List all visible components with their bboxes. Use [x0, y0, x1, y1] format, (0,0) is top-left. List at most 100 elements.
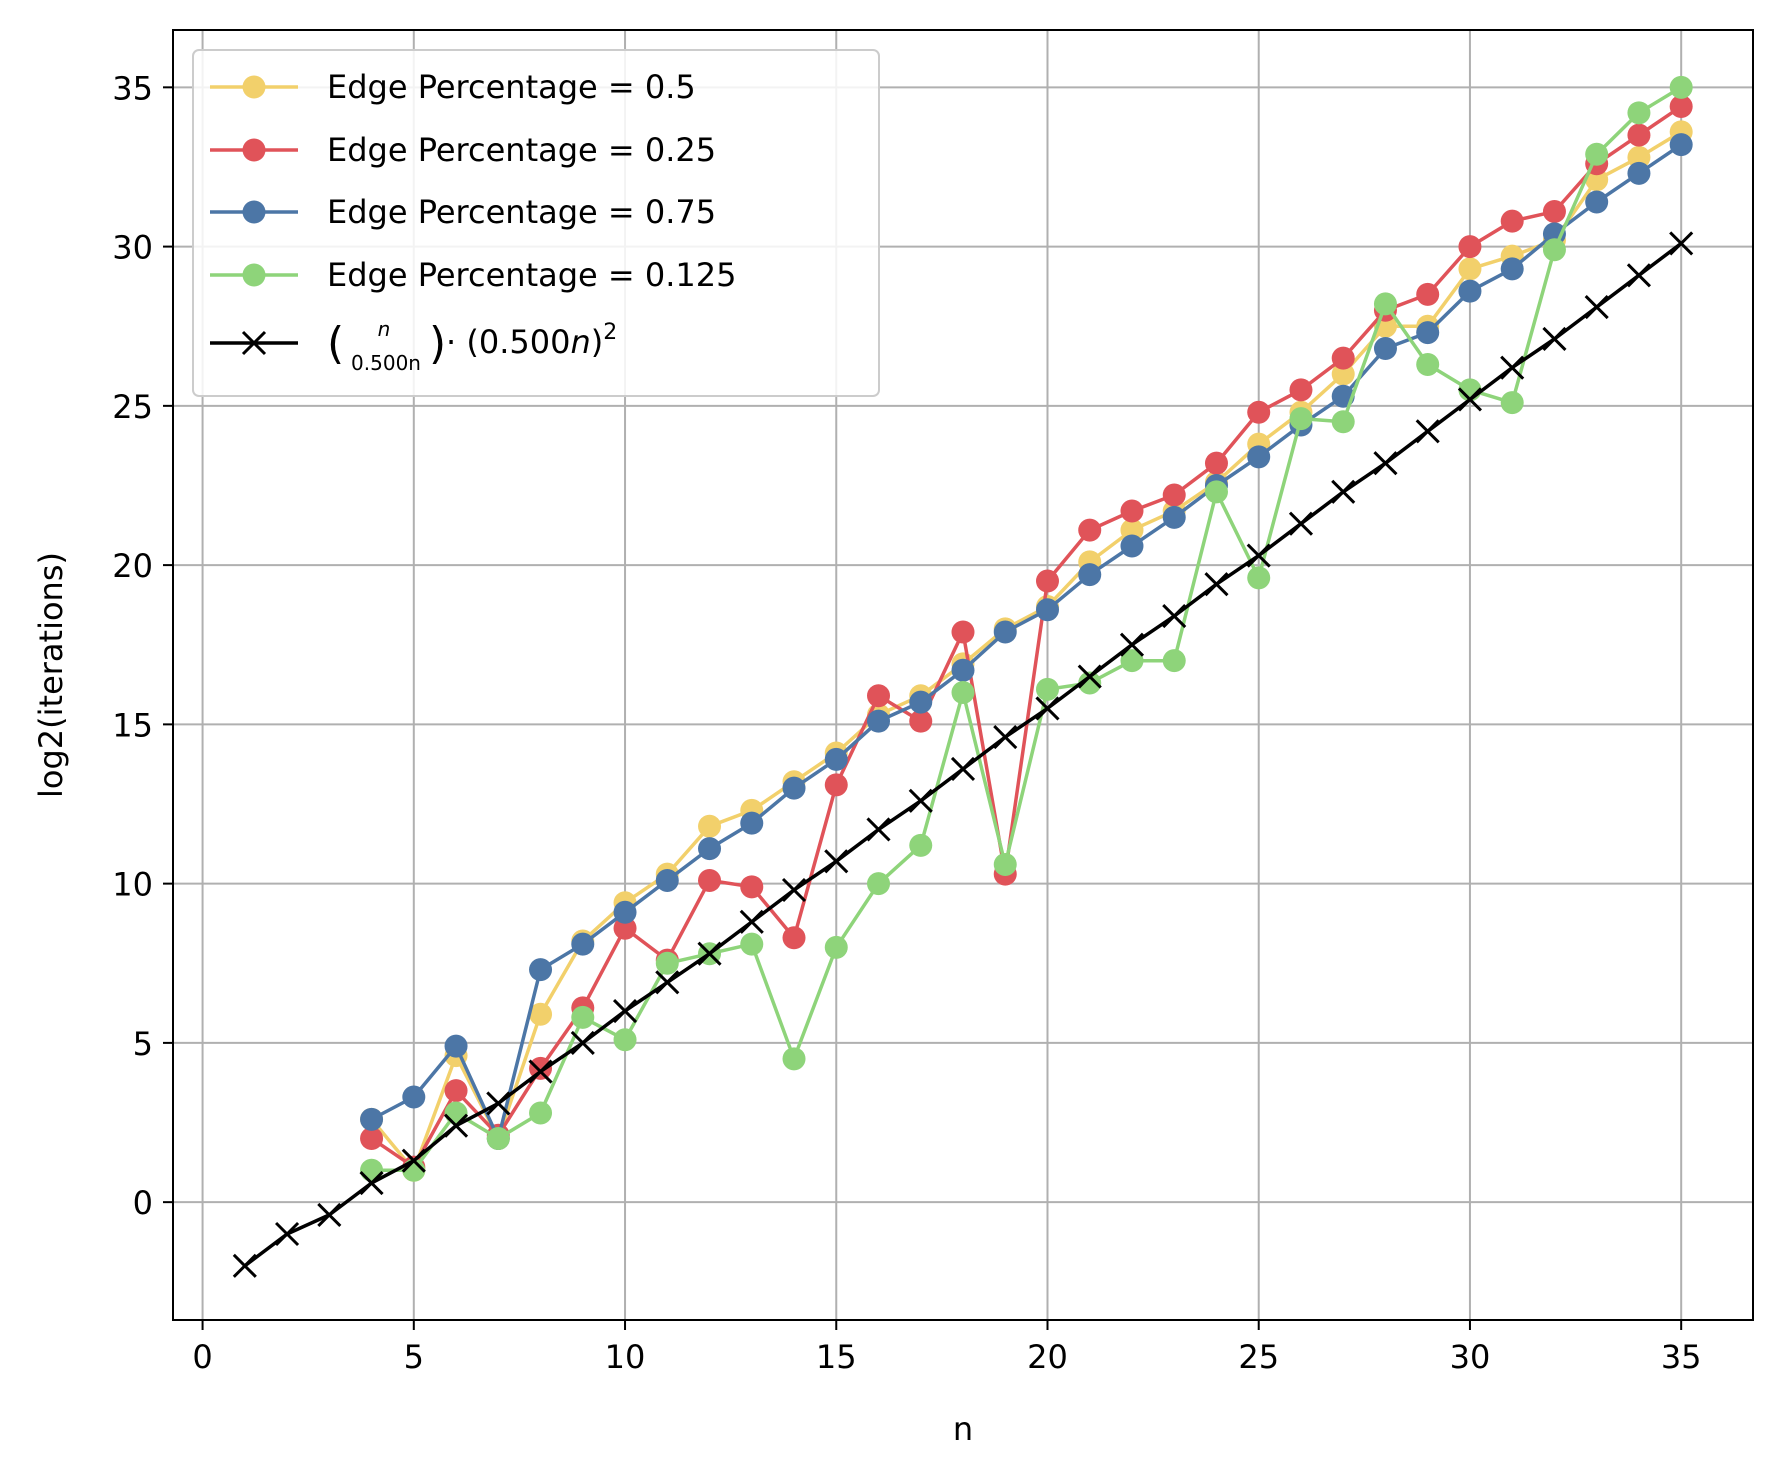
data-point [1035, 677, 1059, 701]
data-point [1331, 362, 1355, 386]
data-point-x [401, 1148, 426, 1173]
data-point [824, 935, 848, 959]
legend-label: Edge Percentage = 0.25 [327, 131, 716, 169]
data-point [1289, 407, 1313, 431]
legend-formula-close: ) [591, 323, 603, 361]
data-point [613, 1028, 637, 1052]
data-point [1500, 391, 1524, 415]
legend-formula-open-paren: ( [327, 318, 344, 369]
data-point-x [697, 941, 722, 966]
data-point [1669, 133, 1693, 157]
data-point [993, 853, 1017, 877]
legend-marker [242, 75, 266, 99]
data-point-x [1669, 231, 1694, 256]
data-point-x [570, 1030, 595, 1055]
legend-box [192, 49, 880, 397]
legend-entry-3: Edge Percentage = 0.75 [210, 193, 716, 231]
data-point [698, 837, 722, 861]
data-point [444, 1079, 468, 1103]
data-point [824, 747, 848, 771]
legend-marker-x [241, 330, 267, 356]
data-point [1500, 209, 1524, 233]
data-point [1162, 649, 1186, 673]
legend-entry-1: Edge Percentage = 0.5 [210, 68, 696, 106]
y-tick-label: 30 [112, 229, 153, 267]
data-point [1627, 101, 1651, 125]
data-point [571, 1005, 595, 1029]
data-point [824, 773, 848, 797]
data-point [1458, 257, 1482, 281]
data-point [1120, 649, 1144, 673]
data-point-x [528, 1059, 553, 1084]
data-point-x [1584, 295, 1609, 320]
data-point [1669, 75, 1693, 99]
x-tick-label: 35 [1661, 1338, 1702, 1376]
data-point [529, 958, 553, 982]
data-point [571, 932, 595, 956]
data-point [1120, 534, 1144, 558]
legend-formula-factor: · (0.500 [446, 323, 570, 361]
data-point [1078, 518, 1102, 542]
x-axis-label: n [953, 1410, 973, 1448]
data-point-x [1457, 387, 1483, 412]
legend-entry-4: Edge Percentage = 0.125 [210, 256, 736, 294]
data-point [909, 690, 933, 714]
data-point [360, 1107, 384, 1131]
legend-label: Edge Percentage = 0.5 [327, 68, 696, 106]
y-tick-label: 0 [133, 1184, 153, 1222]
data-point [782, 1047, 806, 1071]
data-point-x [781, 877, 807, 903]
data-point [486, 1126, 510, 1150]
y-tick-label: 10 [112, 866, 153, 904]
data-point [1585, 142, 1609, 166]
data-point [1500, 257, 1524, 281]
data-point [1331, 346, 1355, 370]
data-point [444, 1034, 468, 1058]
data-point [655, 951, 679, 975]
data-point [909, 709, 933, 733]
data-point-x [1077, 664, 1102, 689]
data-point [1416, 352, 1440, 376]
data-point [529, 1101, 553, 1125]
legend-formula-n-top: n [378, 317, 391, 341]
data-point [951, 658, 975, 682]
data-point [1585, 190, 1609, 214]
data-point-x [1246, 543, 1271, 568]
data-point [402, 1085, 426, 1109]
series-3 [360, 133, 1693, 1150]
data-point-x [1035, 696, 1060, 721]
data-point [1120, 518, 1144, 542]
data-point-x [612, 998, 638, 1024]
data-point-x [1626, 263, 1652, 288]
legend-marker [242, 138, 266, 162]
plot-frame [172, 29, 1754, 1321]
data-point [951, 681, 975, 705]
tick-group: 0 5 10 15 20 25 30 35 0 5 10 15 20 25 30 35 [112, 69, 1701, 1376]
data-point [1542, 238, 1566, 262]
data-point [1078, 671, 1102, 695]
x-tick-label: 5 [404, 1338, 424, 1376]
x-tick-label: 30 [1450, 1338, 1491, 1376]
data-point-x [443, 1113, 469, 1138]
x-tick-label: 20 [1027, 1338, 1068, 1376]
data-point [1627, 145, 1651, 169]
y-tick-label: 25 [112, 388, 153, 426]
data-point [360, 1126, 384, 1150]
data-point [613, 916, 637, 940]
data-point [1247, 445, 1271, 469]
data-point-x [866, 817, 891, 842]
series-5 [232, 231, 1694, 1278]
data-point [1542, 200, 1566, 224]
data-point [698, 868, 722, 892]
data-point [613, 900, 637, 924]
data-point [1289, 378, 1313, 402]
data-point-x [1331, 479, 1356, 504]
data-point-x [739, 909, 764, 934]
legend: Edge Percentage = 0.5 Edge Percentage = … [192, 49, 880, 397]
data-point [1035, 598, 1059, 622]
data-point [740, 811, 764, 835]
data-point [867, 684, 891, 708]
x-tick-label: 10 [605, 1338, 646, 1376]
data-point-x [1288, 511, 1314, 536]
